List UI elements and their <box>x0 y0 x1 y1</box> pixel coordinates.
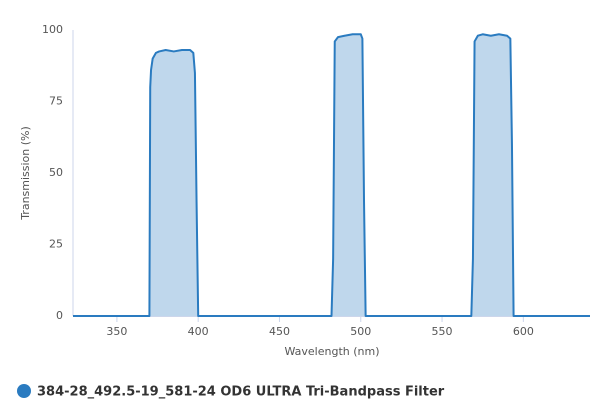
x-tick-label: 350 <box>106 325 127 338</box>
legend-label[interactable]: 384-28_492.5-19_581-24 OD6 ULTRA Tri-Ban… <box>37 385 445 400</box>
x-tick-label: 600 <box>513 325 534 338</box>
y-tick-label: 50 <box>49 166 63 179</box>
y-tick-label: 25 <box>49 238 63 251</box>
x-tick-label: 500 <box>350 325 371 338</box>
x-tick-label: 450 <box>269 325 290 338</box>
y-tick-label: 0 <box>56 309 63 322</box>
x-axis-title: Wavelength (nm) <box>284 345 379 358</box>
y-tick-label: 100 <box>42 23 63 36</box>
x-tick-label: 550 <box>432 325 453 338</box>
y-tick-label: 75 <box>49 95 63 108</box>
x-tick-label: 400 <box>188 325 209 338</box>
area <box>73 34 590 316</box>
legend-marker <box>17 384 31 398</box>
y-axis-title: Transmission (%) <box>19 126 32 221</box>
line <box>73 33 590 317</box>
